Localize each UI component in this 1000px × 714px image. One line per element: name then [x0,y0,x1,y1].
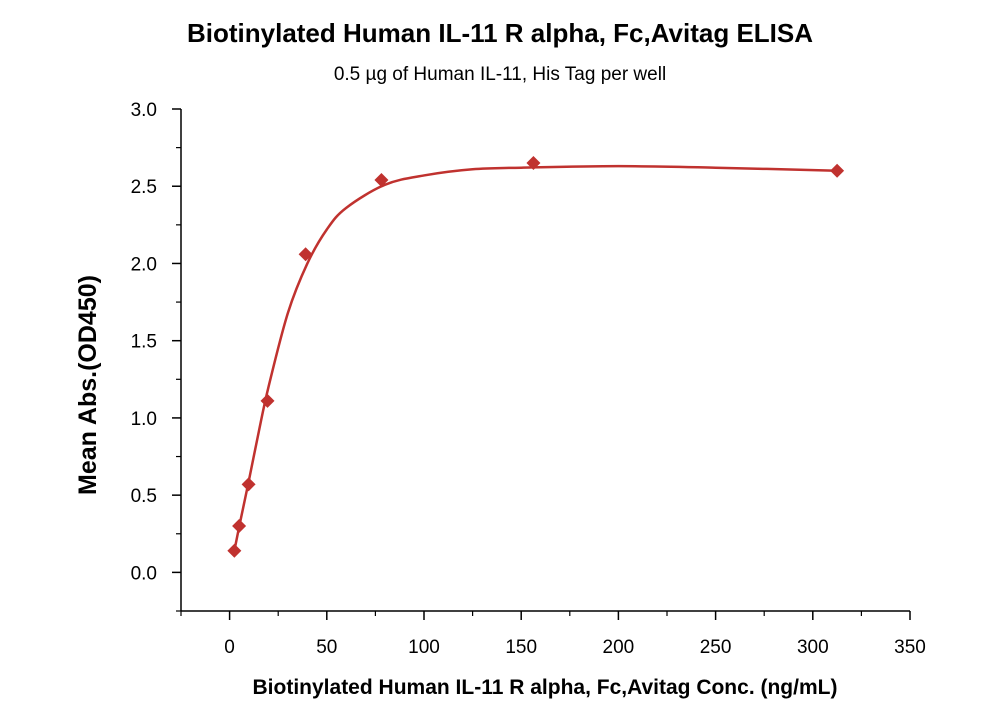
y-tick-label: 2.0 [131,254,157,275]
y-tick-label: 0.5 [131,486,157,507]
data-point [227,543,242,558]
data-point [241,477,256,492]
x-tick-label: 300 [797,637,829,658]
y-tick-label: 2.5 [131,177,157,198]
x-tick-label: 50 [316,637,337,658]
x-tick-label: 150 [505,637,537,658]
y-tick-label: 1.0 [131,409,157,430]
fit-curve [233,164,838,552]
y-axis-label: Mean Abs.(OD450) [74,275,102,495]
data-point [260,393,275,408]
x-tick-label: 0 [224,637,235,658]
data-point [374,173,389,188]
x-tick-label: 350 [894,637,926,658]
y-tick-label: 0.0 [131,563,157,584]
data-point [232,519,247,534]
fit-curve-layer [233,164,838,552]
data-points-layer [227,156,845,558]
x-tick-label: 100 [408,637,440,658]
chart-subtitle: 0.5 µg of Human IL-11, His Tag per well [333,64,667,85]
chart-axes: 0 50 100 150 200 250 300 350 0.0 0.5 1.0 1.5 2.0 2.5 3… [131,100,926,658]
y-tick-label: 1.5 [131,332,157,353]
data-point [298,247,313,262]
chart-title: Biotinylated Human IL-11 R alpha, Fc,Avi… [186,18,814,48]
data-point [830,163,845,178]
x-tick-label: 200 [603,637,635,658]
y-tick-label: 3.0 [131,100,157,121]
data-point [526,156,541,171]
x-tick-label: 250 [700,637,732,658]
x-axis-label: Biotinylated Human IL-11 R alpha, Fc,Avi… [252,676,838,699]
